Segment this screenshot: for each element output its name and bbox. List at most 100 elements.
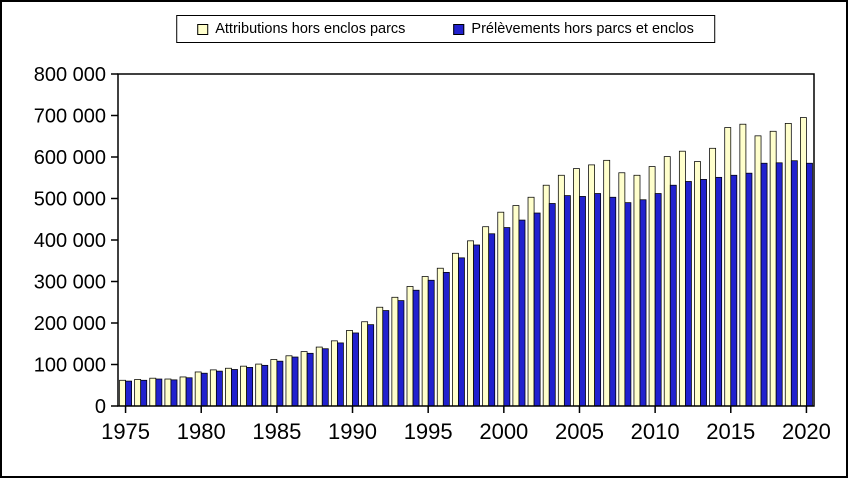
bar-prelevements [685, 181, 692, 407]
legend-swatch-prelevements-icon [453, 23, 465, 35]
bar-prelevements [654, 193, 662, 407]
legend-item-prelevements: Prélèvements hors parcs et enclos [453, 21, 694, 37]
bar-prelevements [563, 195, 571, 407]
bar-prelevements [790, 160, 798, 407]
bar-attributions [255, 363, 263, 407]
legend-swatch-attributions-icon [197, 23, 209, 35]
bar-prelevements [533, 212, 541, 407]
legend-item-attributions: Attributions hors enclos parcs [197, 21, 405, 37]
bar-prelevements [548, 203, 556, 407]
bar-prelevements [125, 380, 132, 407]
bar-prelevements [473, 244, 480, 407]
bar-prelevements [488, 233, 496, 407]
y-tick-label: 600 000 [34, 147, 106, 169]
y-tick-label: 400 000 [34, 230, 106, 252]
bar-attributions [285, 355, 293, 407]
x-tick-label: 2020 [782, 419, 831, 444]
bar-prelevements [382, 310, 390, 407]
bar-attributions [225, 367, 232, 407]
bar-prelevements [412, 289, 420, 407]
bar-attributions [784, 123, 792, 407]
bar-attributions [482, 226, 490, 407]
bar-attributions [119, 379, 126, 407]
bar-attributions [300, 351, 308, 407]
bar-prelevements [458, 257, 465, 407]
x-tick-label: 1990 [328, 419, 377, 444]
bar-attributions [542, 184, 550, 407]
bar-attributions [573, 168, 580, 407]
bar-prelevements [639, 199, 647, 407]
bar-prelevements [579, 196, 586, 407]
y-tick-label: 500 000 [34, 189, 106, 211]
bar-attributions [588, 164, 595, 407]
bar-prelevements [200, 372, 208, 407]
x-tick-label: 2015 [706, 419, 755, 444]
bar-attributions [315, 346, 323, 407]
bar-attributions [648, 166, 656, 407]
bar-attributions [557, 174, 565, 407]
bar-prelevements [215, 370, 223, 407]
bar-prelevements [775, 162, 783, 407]
bar-attributions [709, 147, 717, 407]
bar-prelevements [503, 227, 511, 407]
bar-prelevements [140, 379, 148, 407]
bar-attributions [209, 369, 217, 407]
bar-prelevements [624, 202, 632, 407]
bar-prelevements [246, 367, 254, 407]
y-tick-label: 800 000 [34, 64, 106, 86]
bar-prelevements [306, 352, 314, 407]
bar-prelevements [291, 356, 299, 407]
bar-attributions [754, 135, 762, 407]
bar-prelevements [442, 271, 450, 407]
bar-attributions [240, 365, 247, 407]
bar-attributions [361, 321, 369, 407]
bar-attributions [527, 196, 535, 407]
bar-prelevements [745, 172, 753, 407]
bar-prelevements [367, 324, 375, 407]
bar-attributions [512, 205, 520, 407]
y-tick-label: 200 000 [34, 313, 106, 335]
bar-prelevements [276, 360, 284, 407]
bar-prelevements [730, 174, 738, 407]
bar-prelevements [337, 342, 344, 407]
bar-prelevements [700, 179, 707, 407]
x-tick-label: 1985 [252, 419, 301, 444]
bar-attributions [376, 306, 384, 407]
bar-attributions [800, 117, 807, 407]
bar-attributions [724, 127, 732, 407]
bar-attributions [436, 267, 444, 407]
legend-label-attributions: Attributions hors enclos parcs [215, 21, 406, 37]
bar-attributions [769, 130, 777, 407]
bar-prelevements [155, 378, 163, 407]
bar-attributions [194, 371, 202, 407]
bar-attributions [149, 377, 157, 407]
bar-attributions [179, 376, 187, 407]
bar-attributions [603, 159, 611, 407]
bar-prelevements [185, 377, 193, 407]
bar-prelevements [261, 364, 269, 407]
bar-attributions [164, 378, 172, 407]
bar-attributions [421, 276, 429, 407]
bar-prelevements [427, 279, 435, 407]
bar-attributions [270, 359, 278, 407]
bar-prelevements [397, 300, 405, 407]
bar-attributions [467, 240, 474, 407]
y-tick-label: 100 000 [34, 355, 106, 377]
bar-attributions [633, 174, 641, 407]
bar-prelevements [321, 348, 329, 407]
bar-attributions [739, 123, 747, 407]
bar-attributions [391, 296, 399, 407]
y-tick-label: 700 000 [34, 106, 106, 128]
x-tick-label: 2010 [631, 419, 680, 444]
legend: Attributions hors enclos parcs Prélèveme… [176, 15, 715, 43]
bar-prelevements [669, 184, 677, 407]
bar-prelevements [170, 379, 178, 407]
bar-attributions [618, 172, 626, 407]
bar-attributions [134, 379, 142, 407]
bar-prelevements [231, 369, 238, 407]
x-tick-label: 1995 [404, 419, 453, 444]
x-tick-label: 1975 [101, 419, 150, 444]
bar-attributions [694, 161, 701, 407]
